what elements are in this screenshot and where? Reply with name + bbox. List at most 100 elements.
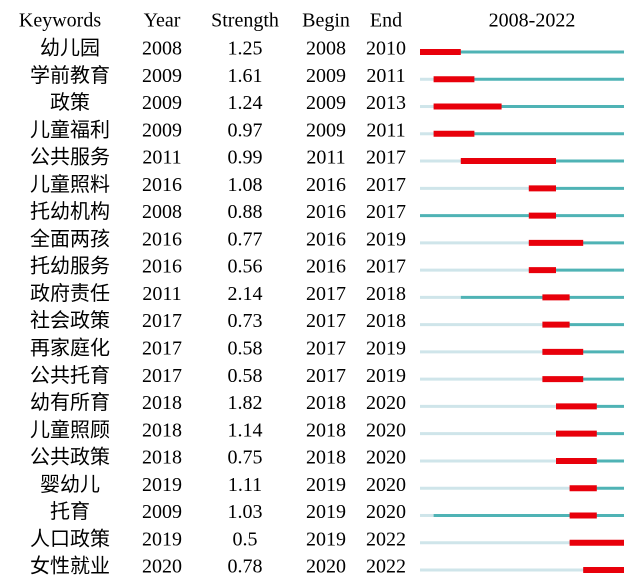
cell-keyword: 再家庭化 — [30, 336, 110, 359]
cell-year: 2011 — [142, 283, 181, 305]
cell-keyword: 人口政策 — [30, 527, 110, 550]
cell-strength: 1.14 — [228, 419, 263, 441]
cell-begin: 2016 — [306, 174, 346, 196]
cell-strength: 0.56 — [228, 256, 263, 278]
cell-keyword: 政府责任 — [30, 282, 110, 305]
cell-strength: 0.97 — [228, 119, 263, 141]
cell-keyword: 托育 — [50, 500, 90, 523]
column-header: End — [370, 10, 402, 32]
column-header: Keywords — [19, 10, 101, 32]
cell-end: 2022 — [366, 528, 406, 550]
cell-strength: 1.11 — [228, 474, 262, 496]
timeline-header: 2008-2022 — [489, 10, 576, 32]
cell-begin: 2017 — [306, 365, 346, 387]
cell-keyword: 学前教育 — [30, 64, 110, 87]
cell-end: 2020 — [366, 501, 406, 523]
cell-begin: 2017 — [306, 337, 346, 359]
cell-year: 2019 — [142, 528, 182, 550]
cell-year: 2019 — [142, 474, 182, 496]
cell-year: 2017 — [142, 365, 182, 387]
cell-year: 2018 — [142, 392, 182, 414]
cell-end: 2019 — [366, 228, 406, 250]
cell-end: 2017 — [366, 256, 406, 278]
cell-strength: 0.77 — [228, 228, 263, 250]
cell-end: 2020 — [366, 447, 406, 469]
cell-begin: 2017 — [306, 283, 346, 305]
cell-begin: 2020 — [306, 556, 346, 577]
cell-end: 2017 — [366, 174, 406, 196]
cell-begin: 2011 — [306, 147, 345, 169]
cell-begin: 2009 — [306, 92, 346, 114]
cell-keyword: 托幼机构 — [30, 200, 110, 223]
cell-year: 2016 — [142, 174, 182, 196]
cell-end: 2020 — [366, 419, 406, 441]
cell-year: 2016 — [142, 256, 182, 278]
cell-strength: 0.58 — [228, 337, 263, 359]
cell-begin: 2019 — [306, 474, 346, 496]
cell-end: 2011 — [366, 65, 405, 87]
cell-keyword: 幼儿园 — [40, 37, 100, 60]
cell-keyword: 女性就业 — [30, 555, 110, 577]
cell-year: 2017 — [142, 310, 182, 332]
cell-strength: 2.14 — [228, 283, 263, 305]
cell-year: 2009 — [142, 92, 182, 114]
cell-keyword: 政策 — [50, 91, 90, 114]
cell-begin: 2009 — [306, 119, 346, 141]
cell-strength: 0.78 — [228, 556, 263, 577]
cell-strength: 0.58 — [228, 365, 263, 387]
cell-strength: 1.08 — [228, 174, 263, 196]
cell-end: 2020 — [366, 392, 406, 414]
cell-begin: 2019 — [306, 501, 346, 523]
cell-begin: 2008 — [306, 38, 346, 60]
cell-year: 2017 — [142, 337, 182, 359]
cell-begin: 2009 — [306, 65, 346, 87]
cell-begin: 2018 — [306, 392, 346, 414]
cell-begin: 2016 — [306, 201, 346, 223]
cell-keyword: 儿童福利 — [30, 118, 110, 141]
cell-year: 2020 — [142, 556, 182, 577]
cell-end: 2013 — [366, 92, 406, 114]
cell-keyword: 全面两孩 — [30, 227, 110, 250]
cell-begin: 2019 — [306, 528, 346, 550]
cell-strength: 0.75 — [228, 447, 263, 469]
cell-strength: 1.24 — [228, 92, 263, 114]
cell-end: 2018 — [366, 283, 406, 305]
cell-strength: 0.5 — [233, 528, 258, 550]
cell-keyword: 托幼服务 — [30, 255, 110, 278]
cell-begin: 2018 — [306, 447, 346, 469]
cell-keyword: 公共政策 — [30, 446, 110, 469]
cell-begin: 2016 — [306, 228, 346, 250]
cell-keyword: 社会政策 — [30, 309, 110, 332]
cell-year: 2016 — [142, 228, 182, 250]
cell-keyword: 公共托育 — [30, 364, 110, 387]
cell-keyword: 幼有所育 — [30, 391, 110, 414]
cell-keyword: 儿童照料 — [30, 173, 110, 196]
cell-strength: 1.03 — [228, 501, 263, 523]
cell-begin: 2016 — [306, 256, 346, 278]
cell-year: 2008 — [142, 201, 182, 223]
column-header: Strength — [211, 10, 279, 32]
cell-end: 2020 — [366, 474, 406, 496]
cell-strength: 0.99 — [228, 147, 263, 169]
column-header: Begin — [302, 10, 350, 32]
cell-keyword: 儿童照顾 — [30, 418, 110, 441]
cell-year: 2011 — [142, 147, 181, 169]
cell-year: 2018 — [142, 419, 182, 441]
cell-end: 2017 — [366, 201, 406, 223]
cell-strength: 1.82 — [228, 392, 263, 414]
cell-begin: 2018 — [306, 419, 346, 441]
cell-strength: 1.61 — [228, 65, 263, 87]
cell-end: 2010 — [366, 38, 406, 60]
cell-begin: 2017 — [306, 310, 346, 332]
cell-keyword: 公共服务 — [30, 146, 110, 169]
cell-strength: 0.88 — [228, 201, 263, 223]
cell-end: 2018 — [366, 310, 406, 332]
cell-strength: 1.25 — [228, 38, 263, 60]
cell-keyword: 婴幼儿 — [40, 473, 100, 496]
cell-end: 2019 — [366, 337, 406, 359]
cell-year: 2018 — [142, 447, 182, 469]
cell-year: 2009 — [142, 501, 182, 523]
cell-end: 2017 — [366, 147, 406, 169]
